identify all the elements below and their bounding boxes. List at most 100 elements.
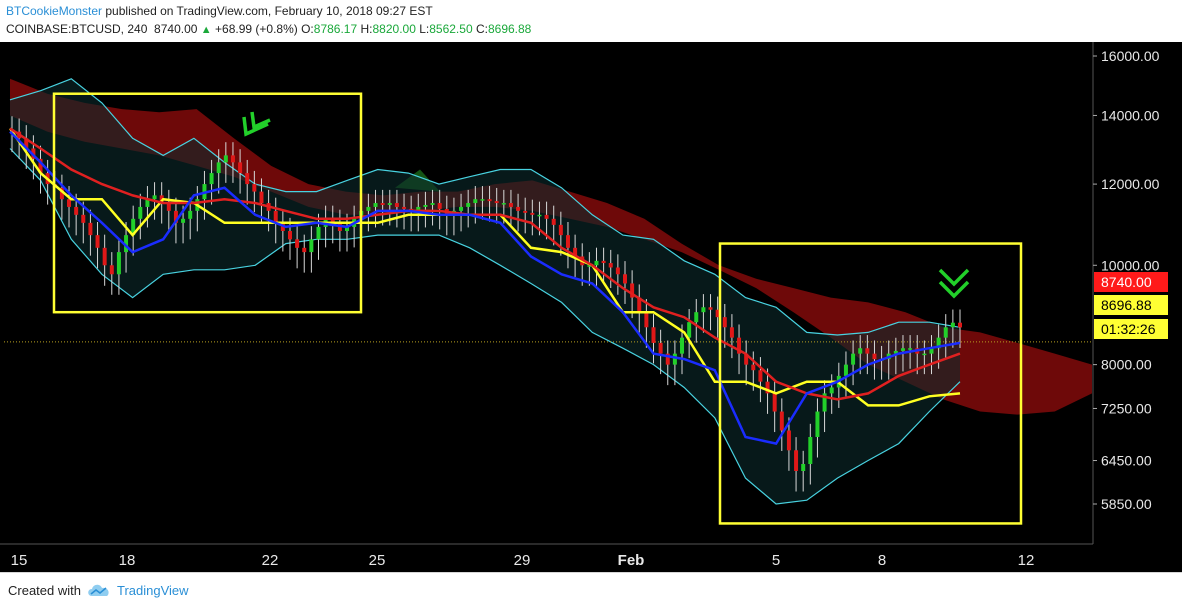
candle-body [67,199,72,207]
chart-header: BTCookieMonster published on TradingView… [0,0,1182,42]
candle-body [245,173,250,185]
x-tick-label: 15 [11,552,28,569]
candle-body [302,247,307,253]
candle-body [851,353,856,365]
tradingview-cloud-icon [88,584,109,596]
y-tick-label: 12000.00 [1101,176,1160,192]
candle-body [466,203,471,207]
candle-body [794,450,799,472]
candle-body [138,206,143,219]
candle-body [273,210,278,223]
open-label: O: [297,22,314,36]
candle-body [116,252,121,275]
candle-body [922,353,927,356]
candle-body [494,201,499,204]
candle-body [544,214,549,219]
candle-body [936,337,941,349]
candle-body [102,247,107,266]
candle-body [152,195,157,200]
double-chevron-marker-left [242,116,269,137]
y-tick-label: 10000.00 [1101,257,1160,273]
bollinger-lower-band [9,148,961,505]
candle-body [744,353,749,365]
y-tick-label: 8000.00 [1101,357,1152,373]
candle-body [908,348,913,350]
candle-body [729,327,734,338]
candle-body [402,206,407,209]
candle-body [573,247,578,257]
y-tick-label: 7250.00 [1101,400,1152,416]
y-tick-label: 6450.00 [1101,453,1152,469]
candle-body [145,199,150,207]
x-tick-label: 29 [514,552,531,569]
candle-body [558,224,563,236]
created-with-text: Created with [8,583,81,598]
low-label: L: [415,22,430,36]
bollinger-upper-band [9,78,961,336]
candle-body [786,430,791,451]
candle-body [715,309,720,318]
candle-body [430,203,435,205]
high-label: H: [357,22,373,36]
candle-body [722,317,727,328]
candle-body [900,348,905,351]
candle-body [345,226,350,232]
candle-body [166,203,171,211]
candle-body [758,370,763,382]
candle-body [230,155,235,163]
last-price: 8740.00 [154,22,198,36]
price-change: +68.99 (+0.8%) [215,22,298,36]
candle-body [622,274,627,284]
chart-area[interactable]: 16000.00 14000.00 12000.00 10000.00 8000.00 7… [0,42,1182,572]
x-tick-label: 5 [772,552,780,569]
candle-body [737,337,742,354]
candle-body [330,218,335,223]
candle-body [223,155,228,163]
candle-body [608,263,613,268]
candle-body [708,307,713,310]
candle-body [822,393,827,412]
price-label-0: 8740.00 [1094,272,1168,292]
candle-body [487,199,492,202]
close-label: C: [472,22,488,36]
candle-body [437,203,442,209]
high-value: 8820.00 [372,22,416,36]
double-chevron-marker-right-inner [938,280,970,299]
candle-body [537,214,542,217]
footer: Created with TradingView [0,572,1182,608]
candle-body [523,210,528,213]
candle-body [24,138,29,149]
candle-body [95,235,100,248]
candle-body [929,348,934,354]
candle-body [687,322,692,338]
price-label-2: 01:32:26 [1094,319,1168,339]
ichimoku-cloud [10,78,1092,415]
candle-body [701,307,706,313]
symbol-line: COINBASE:BTCUSD, 240 8740.00 ▲ +68.99 (+… [6,22,531,36]
candle-body [551,218,556,225]
x-tick-label: Feb [618,552,645,569]
price-chart[interactable]: 16000.00 14000.00 12000.00 10000.00 8000.00 7… [0,42,1182,572]
x-tick-label: 8 [878,552,886,569]
candle-body [694,312,699,323]
candle-body [779,411,784,431]
candle-body [516,206,521,211]
candle-body [88,222,93,236]
candle-body [295,239,300,248]
candle-body [109,265,114,275]
candle-body [865,348,870,354]
candle-body [309,239,314,253]
author-link[interactable]: BTCookieMonster [6,4,103,18]
candle-body [416,206,421,211]
candle-body [772,393,777,412]
candle-body [644,312,649,328]
blue-conversion-line [9,130,961,446]
candle-body [893,350,898,354]
candle-body [366,206,371,211]
price-label-text: 8696.88 [1101,297,1152,313]
candle-body [872,353,877,360]
tradingview-link[interactable]: TradingView [117,583,189,598]
price-label-bg [1094,295,1168,315]
price-label-bg [1094,272,1168,292]
candle-body [615,267,620,275]
